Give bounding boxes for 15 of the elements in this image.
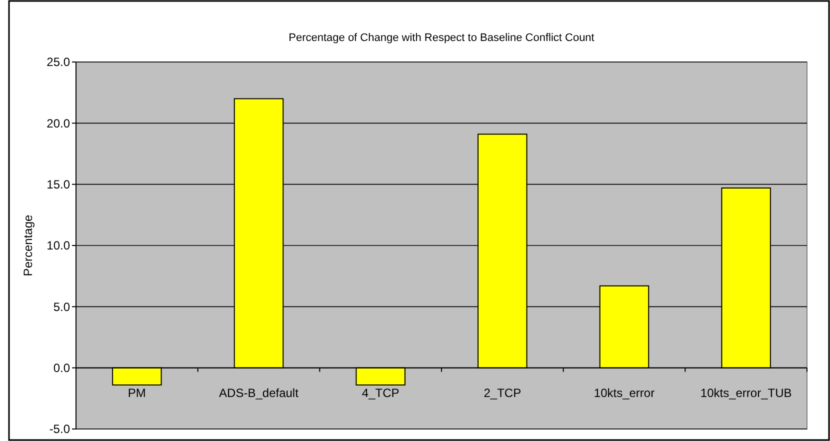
y-tick-label: 20.0 xyxy=(46,116,70,130)
x-tick-label: ADS-B_default xyxy=(219,386,300,400)
x-tick-label: 10kts_error_TUB xyxy=(700,386,792,400)
chart-title: Percentage of Change with Respect to Baseline Conflict Count xyxy=(288,32,594,44)
y-tick-label: 25.0 xyxy=(46,55,70,70)
y-tick-label: 15.0 xyxy=(46,178,70,192)
y-tick-label: 0.0 xyxy=(53,361,70,376)
x-tick-label: 10kts_error xyxy=(594,386,655,400)
y-tick-label: 10.0 xyxy=(46,238,70,253)
y-tick-label: -5.0 xyxy=(49,422,70,436)
x-tick-label: 4_TCP xyxy=(362,386,400,400)
y-axis-title: Percentage xyxy=(21,214,35,276)
x-tick-label: PM xyxy=(128,386,146,400)
x-tick-label: 2_TCP xyxy=(484,386,522,400)
y-tick-label: 5.0 xyxy=(53,300,70,314)
